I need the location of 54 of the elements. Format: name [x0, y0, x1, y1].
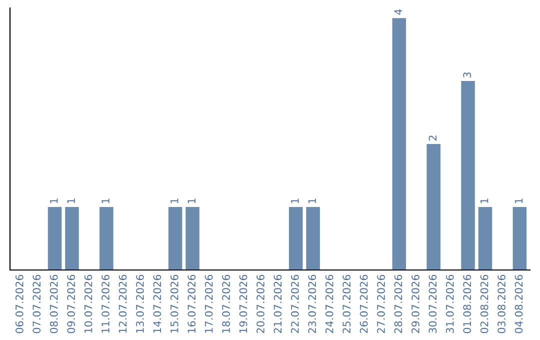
x-tick-label: 14.07.2026 — [153, 274, 162, 333]
x-tick-label: 07.07.2026 — [32, 274, 41, 334]
bar — [478, 207, 492, 270]
x-tick-label: 22.07.2026 — [290, 274, 299, 334]
data-label: 1 — [102, 198, 110, 204]
x-tick-label: 26.07.2026 — [360, 274, 368, 334]
bar — [100, 207, 114, 270]
data-label: 1 — [291, 198, 299, 204]
data-label: 1 — [50, 198, 58, 204]
data-label: 1 — [67, 198, 75, 204]
x-tick-label: 17.07.2026 — [204, 274, 213, 333]
x-tick-label: 20.07.2026 — [256, 274, 264, 334]
bar — [426, 144, 440, 270]
x-tick-label: 01.08.2026 — [463, 274, 472, 334]
data-label: 1 — [188, 198, 196, 204]
data-label: 3 — [463, 72, 472, 78]
bar — [65, 207, 79, 270]
x-tick-label: 28.07.2026 — [394, 274, 402, 334]
data-label: 1 — [308, 198, 316, 204]
x-tick-label: 23.07.2026 — [308, 274, 316, 334]
data-label: 4 — [394, 9, 402, 15]
bar — [461, 81, 475, 270]
x-tick-label: 25.07.2026 — [342, 274, 351, 334]
data-label: 1 — [170, 198, 178, 204]
data-label: 1 — [514, 198, 523, 204]
x-tick-label: 16.07.2026 — [188, 274, 196, 333]
x-tick-label: 30.07.2026 — [428, 274, 437, 334]
data-label: 1 — [480, 198, 488, 204]
x-tick-label: 21.07.2026 — [274, 274, 282, 334]
x-tick-label: 09.07.2026 — [67, 274, 76, 334]
x-tick-label: 19.07.2026 — [239, 274, 248, 333]
bar — [512, 207, 527, 270]
bar — [168, 207, 182, 270]
x-tick-label: 27.07.2026 — [377, 274, 385, 334]
x-tick-label: 11.07.2026 — [102, 274, 110, 333]
x-tick-label: 13.07.2026 — [136, 274, 144, 333]
bar — [306, 207, 320, 270]
x-tick-label: 10.07.2026 — [84, 274, 92, 333]
bar — [186, 207, 200, 270]
x-tick-label: 31.07.2026 — [446, 274, 454, 334]
data-label: 2 — [428, 136, 436, 140]
x-tick-label: 03.08.2026 — [498, 274, 506, 334]
x-tick-label: 29.07.2026 — [412, 274, 420, 334]
x-tick-label: 06.07.2026 — [15, 274, 24, 334]
bar — [48, 207, 62, 270]
x-tick-label: 08.07.2026 — [50, 274, 58, 334]
bar — [392, 18, 406, 270]
x-tick-label: 02.08.2026 — [480, 274, 488, 334]
x-tick-label: 15.07.2026 — [170, 274, 178, 333]
x-tick-label: 24.07.2026 — [325, 274, 334, 334]
x-tick-label: 12.07.2026 — [118, 274, 127, 333]
bar — [288, 207, 303, 270]
x-tick-label: 04.08.2026 — [514, 274, 523, 334]
x-tick-label: 18.07.2026 — [222, 274, 230, 333]
